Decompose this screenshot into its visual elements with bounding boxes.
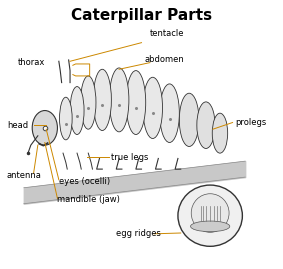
Ellipse shape	[190, 221, 230, 232]
Ellipse shape	[212, 113, 228, 153]
Text: antenna: antenna	[7, 171, 42, 180]
Text: head: head	[7, 121, 28, 130]
Ellipse shape	[126, 70, 146, 134]
Text: eyes (ocelli): eyes (ocelli)	[59, 176, 110, 186]
Ellipse shape	[32, 111, 57, 145]
Circle shape	[178, 185, 242, 246]
Ellipse shape	[143, 77, 162, 139]
Text: abdomen: abdomen	[144, 55, 184, 65]
Ellipse shape	[109, 68, 129, 132]
Text: tentacle: tentacle	[150, 29, 185, 38]
Ellipse shape	[179, 93, 199, 147]
Text: prolegs: prolegs	[235, 118, 267, 127]
Ellipse shape	[93, 69, 112, 130]
Ellipse shape	[160, 84, 179, 143]
Ellipse shape	[191, 194, 229, 232]
Ellipse shape	[81, 76, 96, 129]
Text: Caterpillar Parts: Caterpillar Parts	[71, 8, 212, 23]
Text: thorax: thorax	[18, 58, 46, 67]
Ellipse shape	[197, 102, 215, 148]
Ellipse shape	[70, 87, 84, 134]
Text: true legs: true legs	[111, 153, 148, 162]
Ellipse shape	[59, 97, 72, 140]
Text: egg ridges: egg ridges	[116, 229, 161, 238]
Text: mandible (jaw): mandible (jaw)	[57, 195, 120, 204]
